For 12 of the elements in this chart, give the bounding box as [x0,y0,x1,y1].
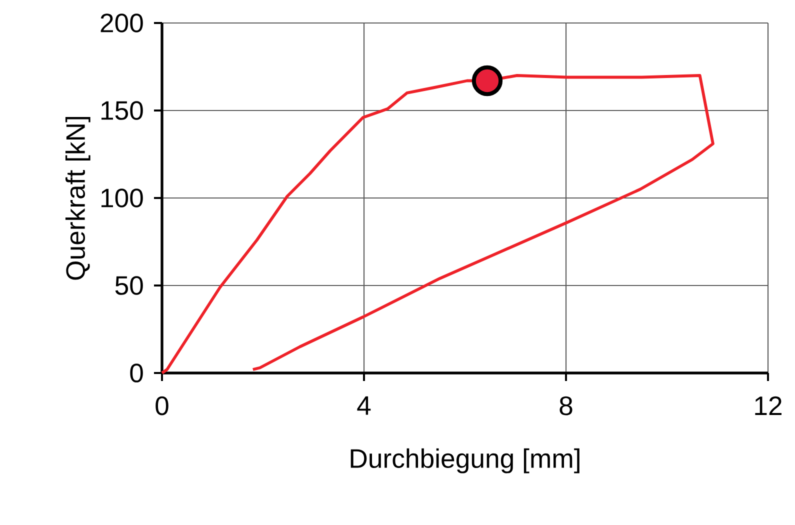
y-tick-label: 0 [130,364,143,382]
line-series [160,74,714,374]
y-axis-title: Querkraft [kN] [65,116,90,280]
x-tick-label: 4 [357,396,371,415]
x-tick-label: 0 [156,396,168,416]
x-tick-label: 8 [560,396,572,416]
y-tick-label: 50 [115,276,143,295]
x-axis-title: Durchbiegung [mm] [350,448,580,474]
x-tick-label: 12 [755,396,782,415]
y-tick-label: 200 [100,14,143,32]
y-tick-label: 100 [101,188,143,208]
y-tick-label: 150 [101,101,143,120]
